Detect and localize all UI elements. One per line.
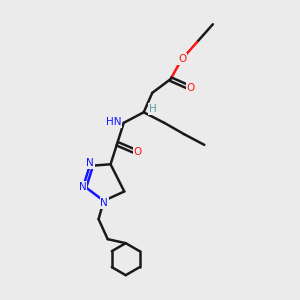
Text: O: O <box>187 83 195 93</box>
Text: O: O <box>178 54 186 64</box>
Text: H: H <box>149 104 157 114</box>
Text: N: N <box>79 182 86 192</box>
Text: O: O <box>134 147 142 157</box>
Text: HN: HN <box>106 117 122 127</box>
Text: N: N <box>100 198 108 208</box>
Text: N: N <box>86 158 94 168</box>
